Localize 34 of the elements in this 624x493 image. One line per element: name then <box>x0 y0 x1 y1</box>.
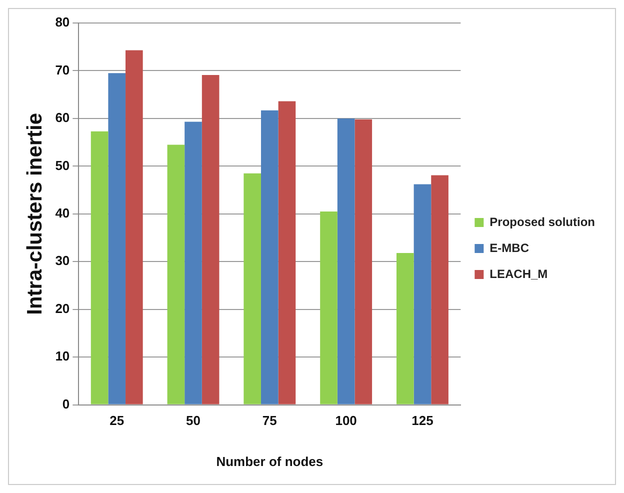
y-tick-label: 70 <box>55 62 70 78</box>
x-tick-label: 50 <box>186 413 200 428</box>
x-tick-label: 125 <box>412 413 434 428</box>
bar <box>396 253 414 404</box>
y-tick-label: 40 <box>55 205 70 220</box>
y-tick-label: 20 <box>55 300 70 316</box>
bar <box>167 144 185 404</box>
bar <box>337 118 355 404</box>
x-axis-title: Number of nodes <box>216 454 324 469</box>
bar <box>414 184 432 404</box>
bar <box>261 110 278 404</box>
bar <box>108 73 126 404</box>
legend-label: E-MBC <box>490 240 530 255</box>
y-axis-title: Intra-clusters inertie <box>23 112 46 315</box>
y-tick-label: 80 <box>55 14 70 30</box>
bar <box>278 101 296 404</box>
legend-label: LEACH_M <box>490 266 548 281</box>
y-tick-label: 30 <box>55 253 70 268</box>
legend-label: Proposed solution <box>490 214 596 229</box>
bar <box>202 75 220 404</box>
bar <box>320 212 338 404</box>
x-tick-label: 75 <box>262 413 277 428</box>
y-tick-label: 50 <box>55 158 70 173</box>
y-tick-label: 0 <box>62 396 70 412</box>
y-tick-label: 60 <box>55 110 70 126</box>
bar <box>184 122 202 404</box>
bar <box>126 50 143 404</box>
x-tick-label: 25 <box>110 413 124 428</box>
bar <box>431 175 448 404</box>
y-tick-label: 10 <box>55 348 70 364</box>
bar <box>244 173 262 404</box>
bar <box>354 119 372 404</box>
bar <box>90 131 108 404</box>
x-tick-label: 100 <box>335 413 357 428</box>
